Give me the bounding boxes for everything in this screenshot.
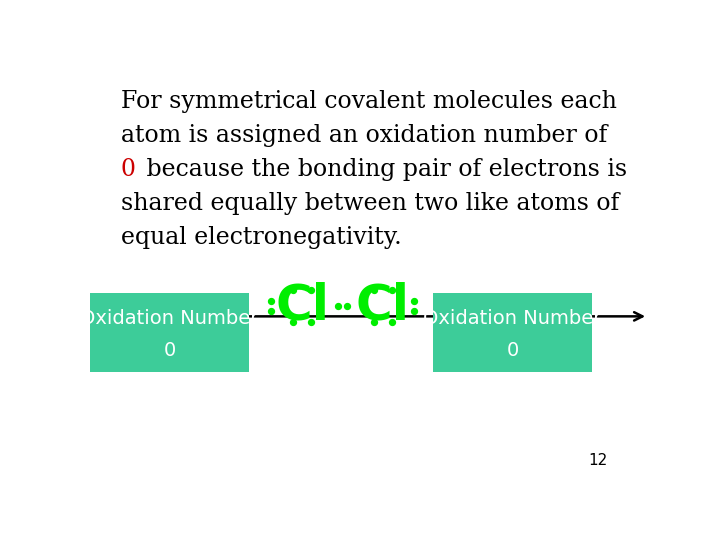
Bar — [433, 294, 592, 373]
Text: Oxidation Number: Oxidation Number — [423, 309, 602, 328]
Point — [386, 286, 397, 294]
Point — [386, 318, 397, 326]
Point — [305, 318, 317, 326]
Point — [266, 307, 277, 315]
Point — [368, 318, 379, 326]
Point — [266, 296, 277, 305]
Text: because the bonding pair of electrons is: because the bonding pair of electrons is — [138, 158, 626, 181]
Bar — [90, 294, 249, 373]
Point — [287, 318, 299, 326]
Point — [305, 286, 317, 294]
Text: Cl: Cl — [356, 282, 410, 330]
Point — [408, 307, 420, 315]
Text: 12: 12 — [588, 453, 608, 468]
Text: Cl: Cl — [275, 282, 329, 330]
Text: 0: 0 — [121, 158, 135, 181]
Text: 0: 0 — [163, 341, 176, 360]
Point — [341, 302, 353, 310]
Text: atom is assigned an oxidation number of: atom is assigned an oxidation number of — [121, 124, 607, 147]
Point — [368, 286, 379, 294]
Point — [408, 296, 420, 305]
Text: Oxidation Number: Oxidation Number — [81, 309, 258, 328]
Text: 0: 0 — [507, 341, 519, 360]
Text: shared equally between two like atoms of: shared equally between two like atoms of — [121, 192, 619, 215]
Text: equal electronegativity.: equal electronegativity. — [121, 226, 402, 249]
Point — [287, 286, 299, 294]
Point — [332, 302, 343, 310]
Text: For symmetrical covalent molecules each: For symmetrical covalent molecules each — [121, 90, 616, 113]
